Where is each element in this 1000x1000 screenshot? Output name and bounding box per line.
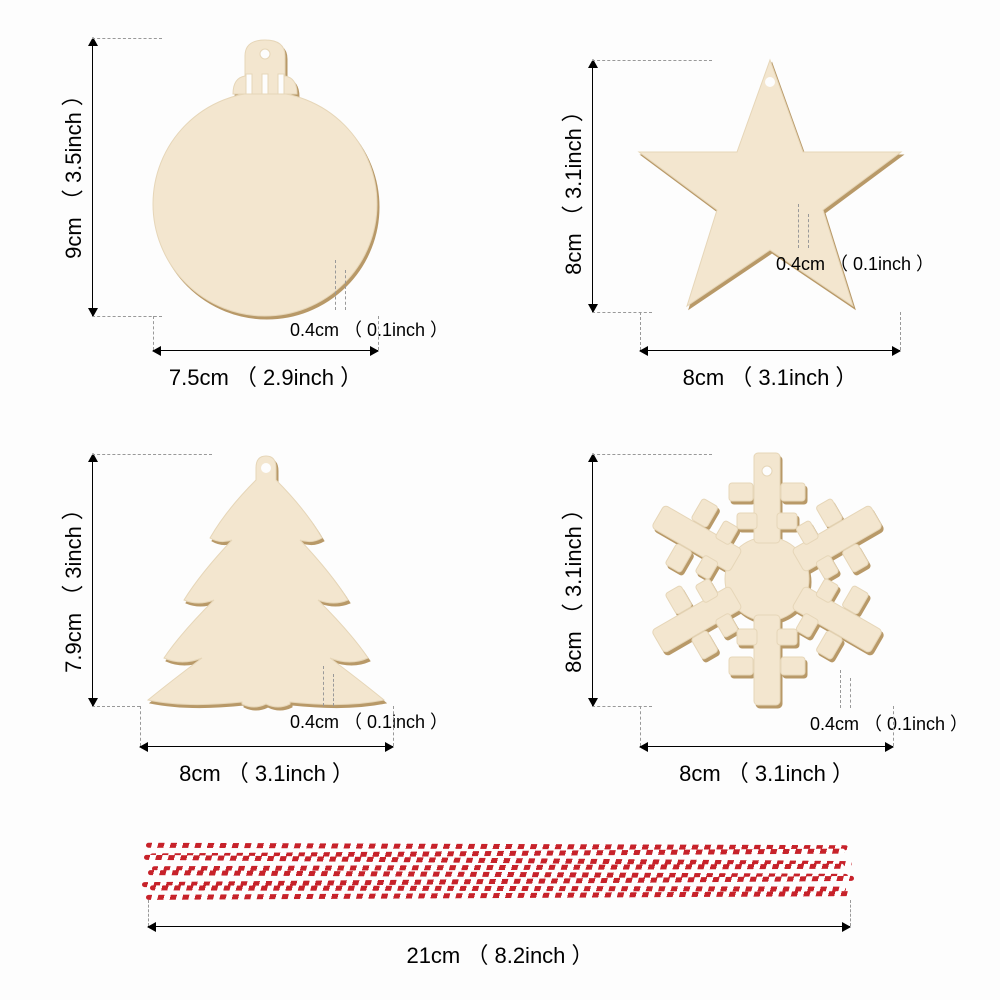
tree-w-ext2 [393, 706, 394, 746]
bauble-w-ext1 [153, 316, 154, 350]
tree-thick-ext2 [333, 674, 334, 706]
tree-w-ext1 [140, 706, 141, 746]
twine-width-line [148, 926, 850, 927]
tree-ext-bottom [92, 706, 140, 707]
twine-strand [150, 885, 846, 891]
tree-height-line [92, 454, 93, 706]
snowflake-width-line [640, 746, 893, 747]
star-cell: 8cm （ 3.1inch ） 0.4cm （ 0.1inch ） 8cm （ … [500, 0, 1000, 410]
bauble-height-line [92, 38, 93, 316]
star-shape [635, 54, 905, 321]
star-thick-label: 0.4cm （ 0.1inch ） [776, 250, 934, 276]
tree-shape [136, 450, 396, 715]
bauble-width-line [153, 350, 378, 351]
snowflake-thick-ext1 [840, 670, 841, 708]
snowflake-width-label: 8cm （ 3.1inch ） [650, 756, 883, 788]
twine-strand [146, 891, 850, 900]
bauble-thick-ext2 [345, 270, 346, 310]
tree-cell: 7.9cm （ 3inch ） 0.4cm （ 0.1inch ） 8cm （ … [0, 410, 500, 810]
bauble-thick-label: 0.4cm （ 0.1inch ） [290, 316, 448, 342]
bauble-height-label: 9cm （ 3.5inch ） [58, 84, 90, 259]
snowflake-shape [638, 450, 896, 713]
tree-width-label: 8cm （ 3.1inch ） [150, 756, 383, 788]
bauble-thick-ext1 [335, 260, 336, 310]
twine-area: 21cm （ 8.2inch ） [0, 820, 1000, 980]
snowflake-w-ext1 [640, 706, 641, 746]
star-width-label: 8cm （ 3.1inch ） [650, 360, 890, 392]
snowflake-height-label: 8cm （ 3.1inch ） [558, 498, 590, 673]
bauble-w-ext2 [378, 316, 379, 350]
bauble-cell: 9cm （ 3.5inch ） 0.4cm （ 0.1inch ） 7.5cm … [0, 0, 500, 410]
star-w-ext2 [900, 312, 901, 350]
snowflake-thick-label: 0.4cm （ 0.1inch ） [810, 710, 968, 736]
tree-thick-ext1 [323, 666, 324, 706]
snowflake-cell: 8cm （ 3.1inch ） 0. [500, 410, 1000, 810]
snowflake-w-ext2 [893, 706, 894, 746]
star-thick-ext1 [798, 204, 799, 248]
star-w-ext1 [640, 312, 641, 350]
star-height-line [592, 60, 593, 312]
star-height-label: 8cm （ 3.1inch ） [558, 100, 590, 275]
snowflake-height-line [592, 454, 593, 706]
tree-thick-label: 0.4cm （ 0.1inch ） [290, 708, 448, 734]
bauble-width-label: 7.5cm （ 2.9inch ） [158, 360, 373, 392]
twine-width-label: 21cm （ 8.2inch ） [390, 938, 610, 970]
snowflake-thick-ext2 [850, 678, 851, 708]
star-width-line [640, 350, 900, 351]
tree-height-label: 7.9cm （ 3inch ） [58, 498, 90, 673]
tree-width-line [140, 746, 393, 747]
star-thick-ext2 [808, 214, 809, 248]
